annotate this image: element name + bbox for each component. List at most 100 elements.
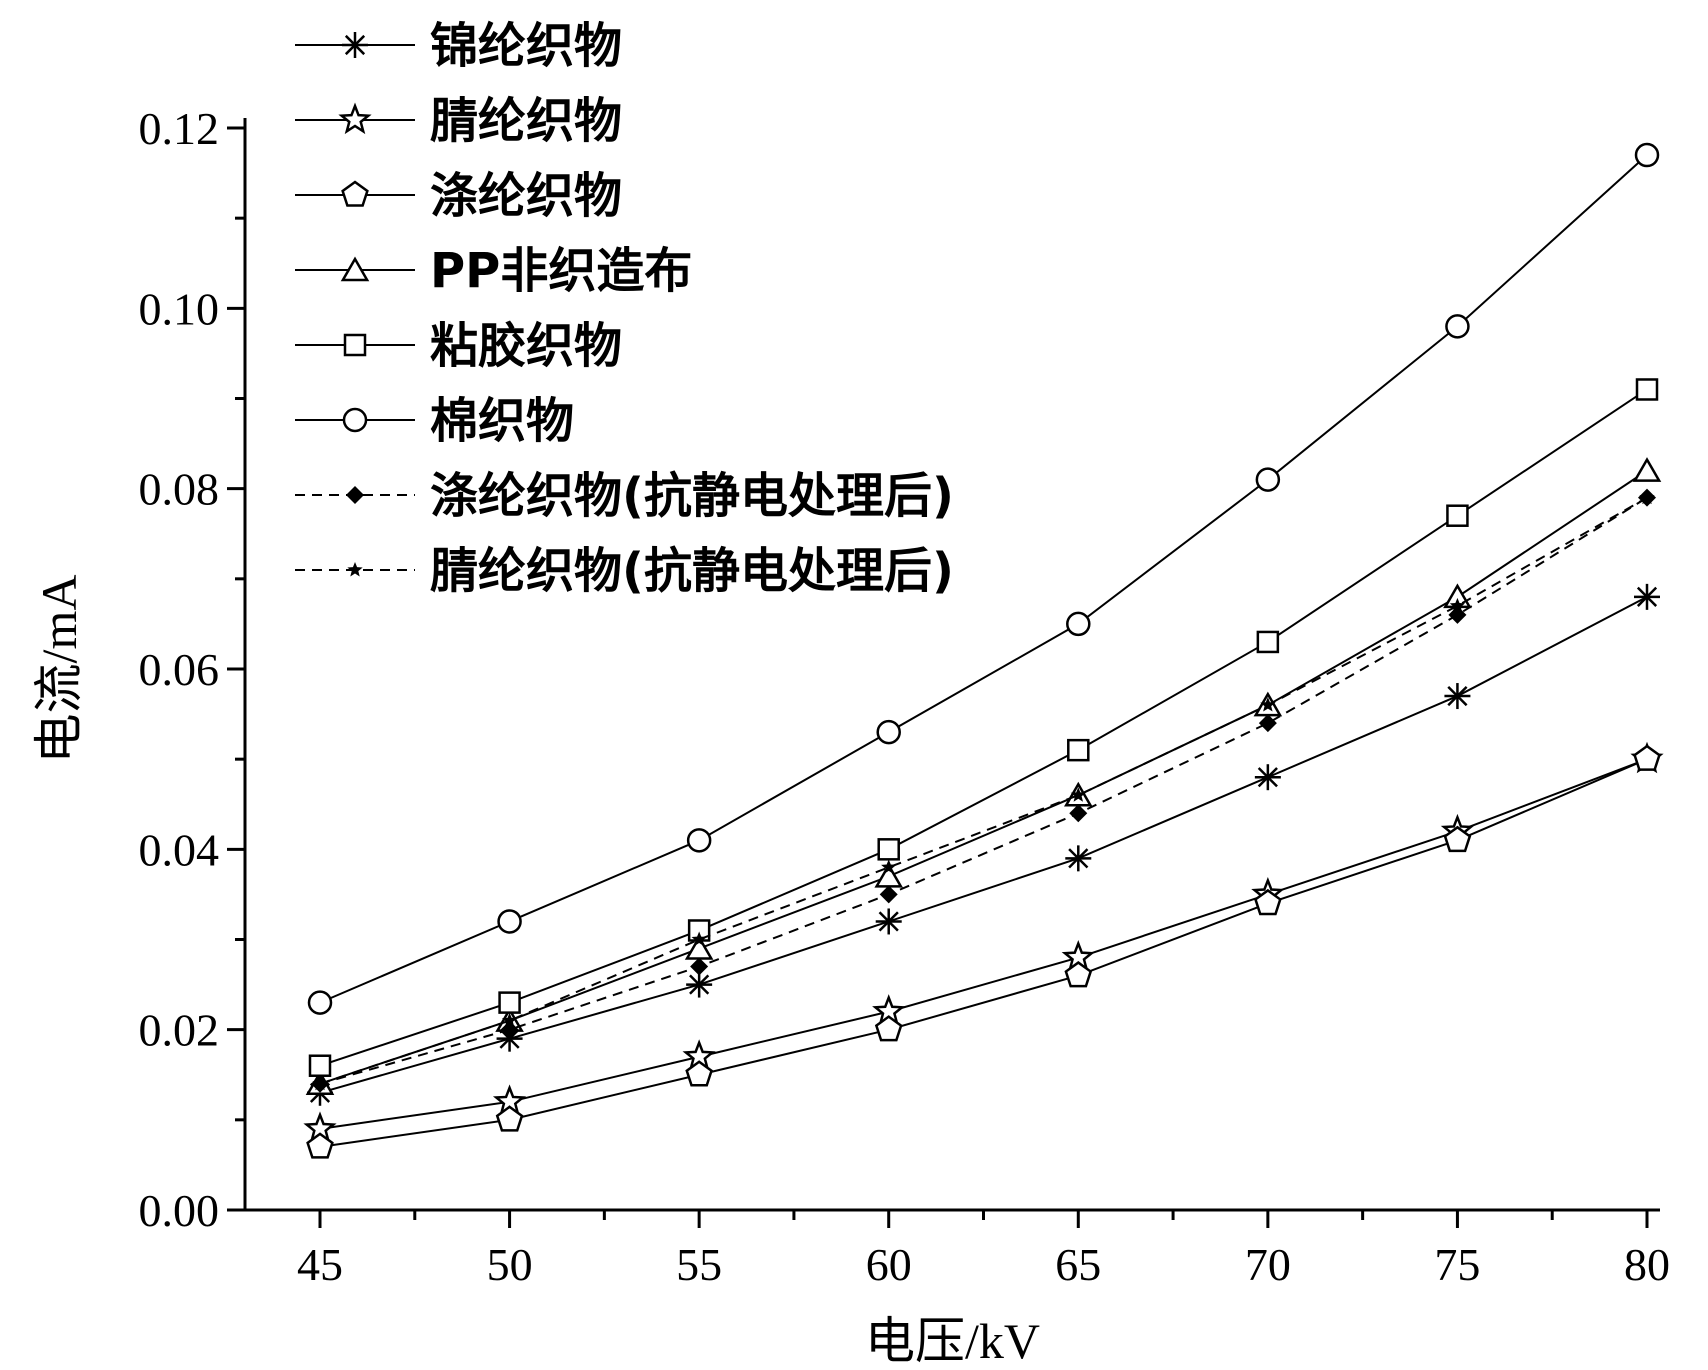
series-layer bbox=[303, 142, 1664, 1159]
data-point bbox=[686, 828, 712, 853]
legend-entry: 棉织物 bbox=[295, 393, 574, 449]
legend-entry: 锦纶织物 bbox=[295, 18, 622, 74]
x-tick-label: 65 bbox=[1055, 1239, 1101, 1290]
data-point bbox=[1445, 314, 1470, 339]
data-point bbox=[1258, 714, 1277, 733]
data-point bbox=[1069, 804, 1088, 823]
data-point bbox=[1254, 888, 1282, 916]
data-point bbox=[498, 991, 521, 1014]
data-point bbox=[879, 885, 898, 904]
legend-marker bbox=[347, 562, 363, 577]
x-tick-label: 55 bbox=[676, 1239, 722, 1290]
legend-entry: 腈纶织物 bbox=[295, 93, 622, 149]
legend-marker bbox=[341, 180, 369, 207]
y-tick-label: 0.10 bbox=[139, 283, 220, 334]
x-axis-title: 电压/kV bbox=[865, 1313, 1040, 1369]
data-point bbox=[1639, 489, 1655, 505]
legend-entry: 涤纶织物 bbox=[295, 168, 622, 224]
data-point bbox=[1448, 605, 1467, 624]
data-point bbox=[1634, 142, 1660, 168]
x-tick-label: 50 bbox=[487, 1239, 533, 1290]
legend-marker bbox=[340, 256, 370, 282]
data-point bbox=[308, 1054, 332, 1077]
series-line bbox=[319, 496, 1648, 1085]
data-point bbox=[875, 908, 902, 935]
y-tick-label: 0.00 bbox=[139, 1185, 220, 1236]
series-5 bbox=[308, 378, 1659, 1077]
data-point bbox=[690, 957, 709, 976]
series-2 bbox=[303, 741, 1664, 1143]
legend-label: PP非织造布 bbox=[430, 243, 692, 299]
legend-marker bbox=[342, 32, 368, 58]
legend-label: 腈纶织物(抗静电处理后) bbox=[430, 543, 954, 599]
data-point bbox=[881, 859, 897, 874]
data-point bbox=[307, 990, 333, 1015]
data-point bbox=[306, 1132, 334, 1159]
data-point bbox=[1634, 583, 1660, 610]
data-point bbox=[1444, 683, 1471, 710]
data-point bbox=[1067, 738, 1090, 762]
y-tick-label: 0.12 bbox=[139, 103, 220, 154]
series-line bbox=[319, 758, 1648, 1130]
legend-marker bbox=[343, 333, 367, 357]
y-tick-label: 0.02 bbox=[139, 1005, 220, 1056]
series-line bbox=[319, 595, 1648, 1094]
y-tick-label: 0.04 bbox=[139, 824, 220, 875]
y-tick-label: 0.06 bbox=[139, 644, 220, 695]
legend-label: 涤纶织物 bbox=[430, 168, 622, 224]
legend-label: 锦纶织物 bbox=[430, 18, 622, 74]
data-point bbox=[312, 1075, 328, 1091]
series-line bbox=[319, 496, 1648, 1085]
data-point bbox=[1256, 630, 1280, 654]
legend-marker bbox=[338, 102, 372, 135]
data-point bbox=[874, 1015, 903, 1042]
axes: 0.00 0.02 0.04 0.06 0.08 0.10 0.12 45 50 55 60 65 70… bbox=[139, 103, 1671, 1290]
data-point bbox=[686, 971, 713, 998]
legend-label: 涤纶织物(抗静电处理后) bbox=[430, 468, 954, 524]
series-line bbox=[319, 469, 1648, 1085]
series-8 bbox=[312, 489, 1655, 1091]
y-tick-label: 0.08 bbox=[139, 464, 220, 515]
data-point bbox=[876, 719, 901, 745]
series-6 bbox=[307, 142, 1660, 1015]
x-tick-label: 60 bbox=[866, 1239, 912, 1290]
legend-entry: 粘胶织物 bbox=[295, 318, 622, 374]
data-point bbox=[497, 909, 522, 934]
data-point bbox=[500, 1020, 519, 1039]
data-point bbox=[1255, 467, 1281, 492]
series-line bbox=[319, 758, 1648, 1148]
legend-entry: 腈纶织物(抗静电处理后) bbox=[295, 543, 954, 599]
data-point bbox=[877, 838, 900, 861]
data-point bbox=[1070, 787, 1086, 802]
series-7 bbox=[311, 488, 1656, 1093]
data-point bbox=[1254, 764, 1281, 791]
legend-entry: PP非织造布 bbox=[295, 243, 692, 299]
legend-label: 粘胶织物 bbox=[430, 318, 622, 374]
series-3 bbox=[306, 744, 1661, 1159]
data-point bbox=[1449, 597, 1466, 613]
data-point bbox=[691, 931, 707, 946]
x-tick-label: 45 bbox=[297, 1239, 343, 1290]
series-line bbox=[319, 154, 1648, 1004]
legend-marker bbox=[346, 486, 364, 504]
data-point bbox=[1065, 845, 1092, 872]
x-tick-label: 70 bbox=[1245, 1239, 1291, 1290]
data-point bbox=[1632, 457, 1662, 482]
y-axis-title: 电流/mA bbox=[31, 575, 87, 764]
legend-label: 棉织物 bbox=[430, 393, 574, 449]
legend-entry: 涤纶织物(抗静电处理后) bbox=[295, 468, 954, 524]
series-1 bbox=[307, 583, 1660, 1106]
data-point bbox=[495, 1105, 524, 1132]
data-point bbox=[1635, 378, 1659, 401]
legend-label: 腈纶织物 bbox=[430, 93, 622, 149]
data-point bbox=[1446, 504, 1469, 527]
x-tick-label: 75 bbox=[1434, 1239, 1480, 1290]
data-point bbox=[1064, 961, 1093, 988]
data-point bbox=[1260, 697, 1276, 712]
legend-marker bbox=[342, 407, 368, 433]
series-line bbox=[319, 388, 1648, 1067]
data-point bbox=[1066, 611, 1091, 637]
